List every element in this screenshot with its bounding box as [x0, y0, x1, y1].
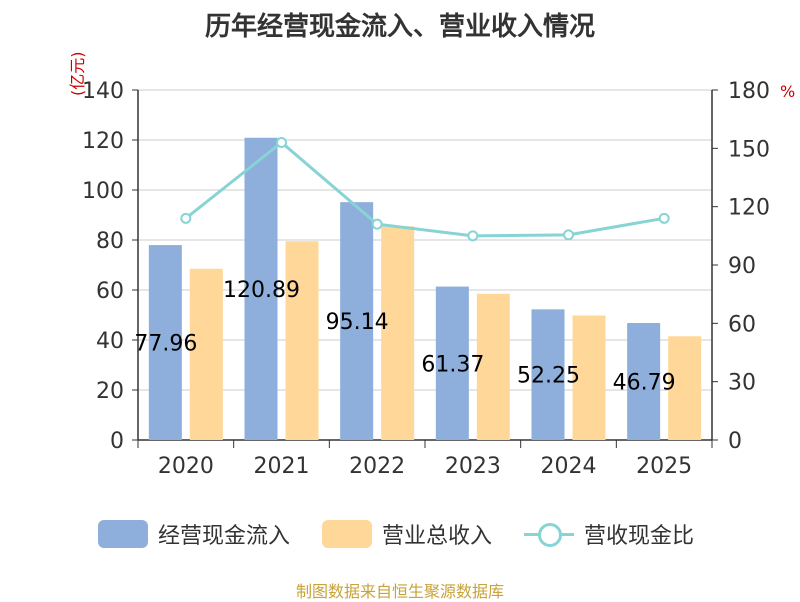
legend-label-revenue: 营业总收入	[382, 524, 493, 549]
bar-cash-inflow	[435, 286, 469, 440]
legend-item-cash-inflow[interactable]: 经营现金流入	[98, 516, 290, 552]
right-axis-unit: %	[780, 82, 796, 101]
y-tick-label: 120	[82, 129, 124, 154]
bar-revenue	[668, 336, 702, 440]
bar-cash-inflow	[148, 245, 182, 440]
ratio-point	[563, 229, 574, 241]
y-tick-label: 60	[96, 279, 124, 304]
x-tick-label: 2020	[158, 454, 214, 479]
ratio-point	[467, 230, 479, 242]
y2-tick-label: 90	[728, 254, 756, 279]
ratio-point	[371, 218, 383, 230]
bar-revenue	[285, 241, 319, 440]
y-tick-label: 100	[82, 179, 124, 204]
y2-tick-label: 60	[728, 312, 756, 337]
y-tick-label: 0	[110, 429, 124, 454]
y2-tick-label: 120	[728, 196, 770, 221]
ratio-line	[184, 140, 665, 238]
bar-revenue	[572, 315, 606, 440]
legend-label-ratio: 营收现金比	[584, 524, 695, 549]
legend-swatch-ratio	[524, 520, 574, 548]
x-tick-label: 2021	[254, 454, 310, 479]
legend-label-cash-inflow: 经营现金流入	[158, 524, 291, 549]
x-tick-label: 2022	[349, 454, 405, 479]
ratio-point	[276, 137, 287, 148]
y2-tick-label: 180	[728, 79, 770, 104]
x-tick-label: 2024	[541, 454, 597, 479]
y-tick-label: 80	[96, 229, 124, 254]
x-tick-label: 2025	[636, 454, 692, 479]
chart-title: 历年经营现金流入、营业收入情况	[204, 12, 595, 42]
data-label-cash-inflow: 77.96	[134, 332, 197, 357]
data-label-cash-inflow: 46.79	[613, 371, 676, 396]
data-label-cash-inflow: 52.25	[517, 364, 580, 389]
bar-cash-inflow	[244, 137, 278, 440]
data-label-cash-inflow: 61.37	[421, 352, 484, 377]
legend-item-ratio[interactable]: 营收现金比	[524, 516, 694, 552]
y2-tick-label: 150	[728, 137, 770, 162]
bar-revenue	[189, 268, 223, 440]
bar-cash-inflow	[340, 202, 374, 440]
bar-revenue	[381, 226, 415, 440]
legend-swatch-cash-inflow	[98, 520, 148, 548]
x-tick-label: 2023	[445, 454, 501, 479]
legend-item-revenue[interactable]: 营业总收入	[322, 516, 492, 552]
bar-cash-inflow	[531, 309, 565, 440]
data-label-cash-inflow: 95.14	[326, 310, 389, 335]
y-tick-label: 20	[96, 379, 124, 404]
bar-revenue	[476, 293, 510, 440]
bar-cash-inflow	[627, 323, 661, 440]
chart-plot: 0 20 40 60 80 100 120 140 0 30 60 90 120 150 180 2020 20…	[82, 79, 770, 479]
chart-legend: 经营现金流入 营业总收入 营收现金比	[0, 516, 800, 552]
y2-tick-label: 0	[728, 429, 742, 454]
data-label-cash-inflow: 120.89	[223, 278, 300, 303]
y-tick-label: 140	[82, 79, 124, 104]
y2-tick-label: 30	[728, 371, 756, 396]
y-tick-label: 40	[96, 329, 124, 354]
legend-swatch-revenue	[322, 520, 372, 548]
data-source-note: 制图数据来自恒生聚源数据库	[295, 582, 504, 601]
ratio-point	[180, 212, 192, 224]
ratio-point	[658, 212, 670, 224]
